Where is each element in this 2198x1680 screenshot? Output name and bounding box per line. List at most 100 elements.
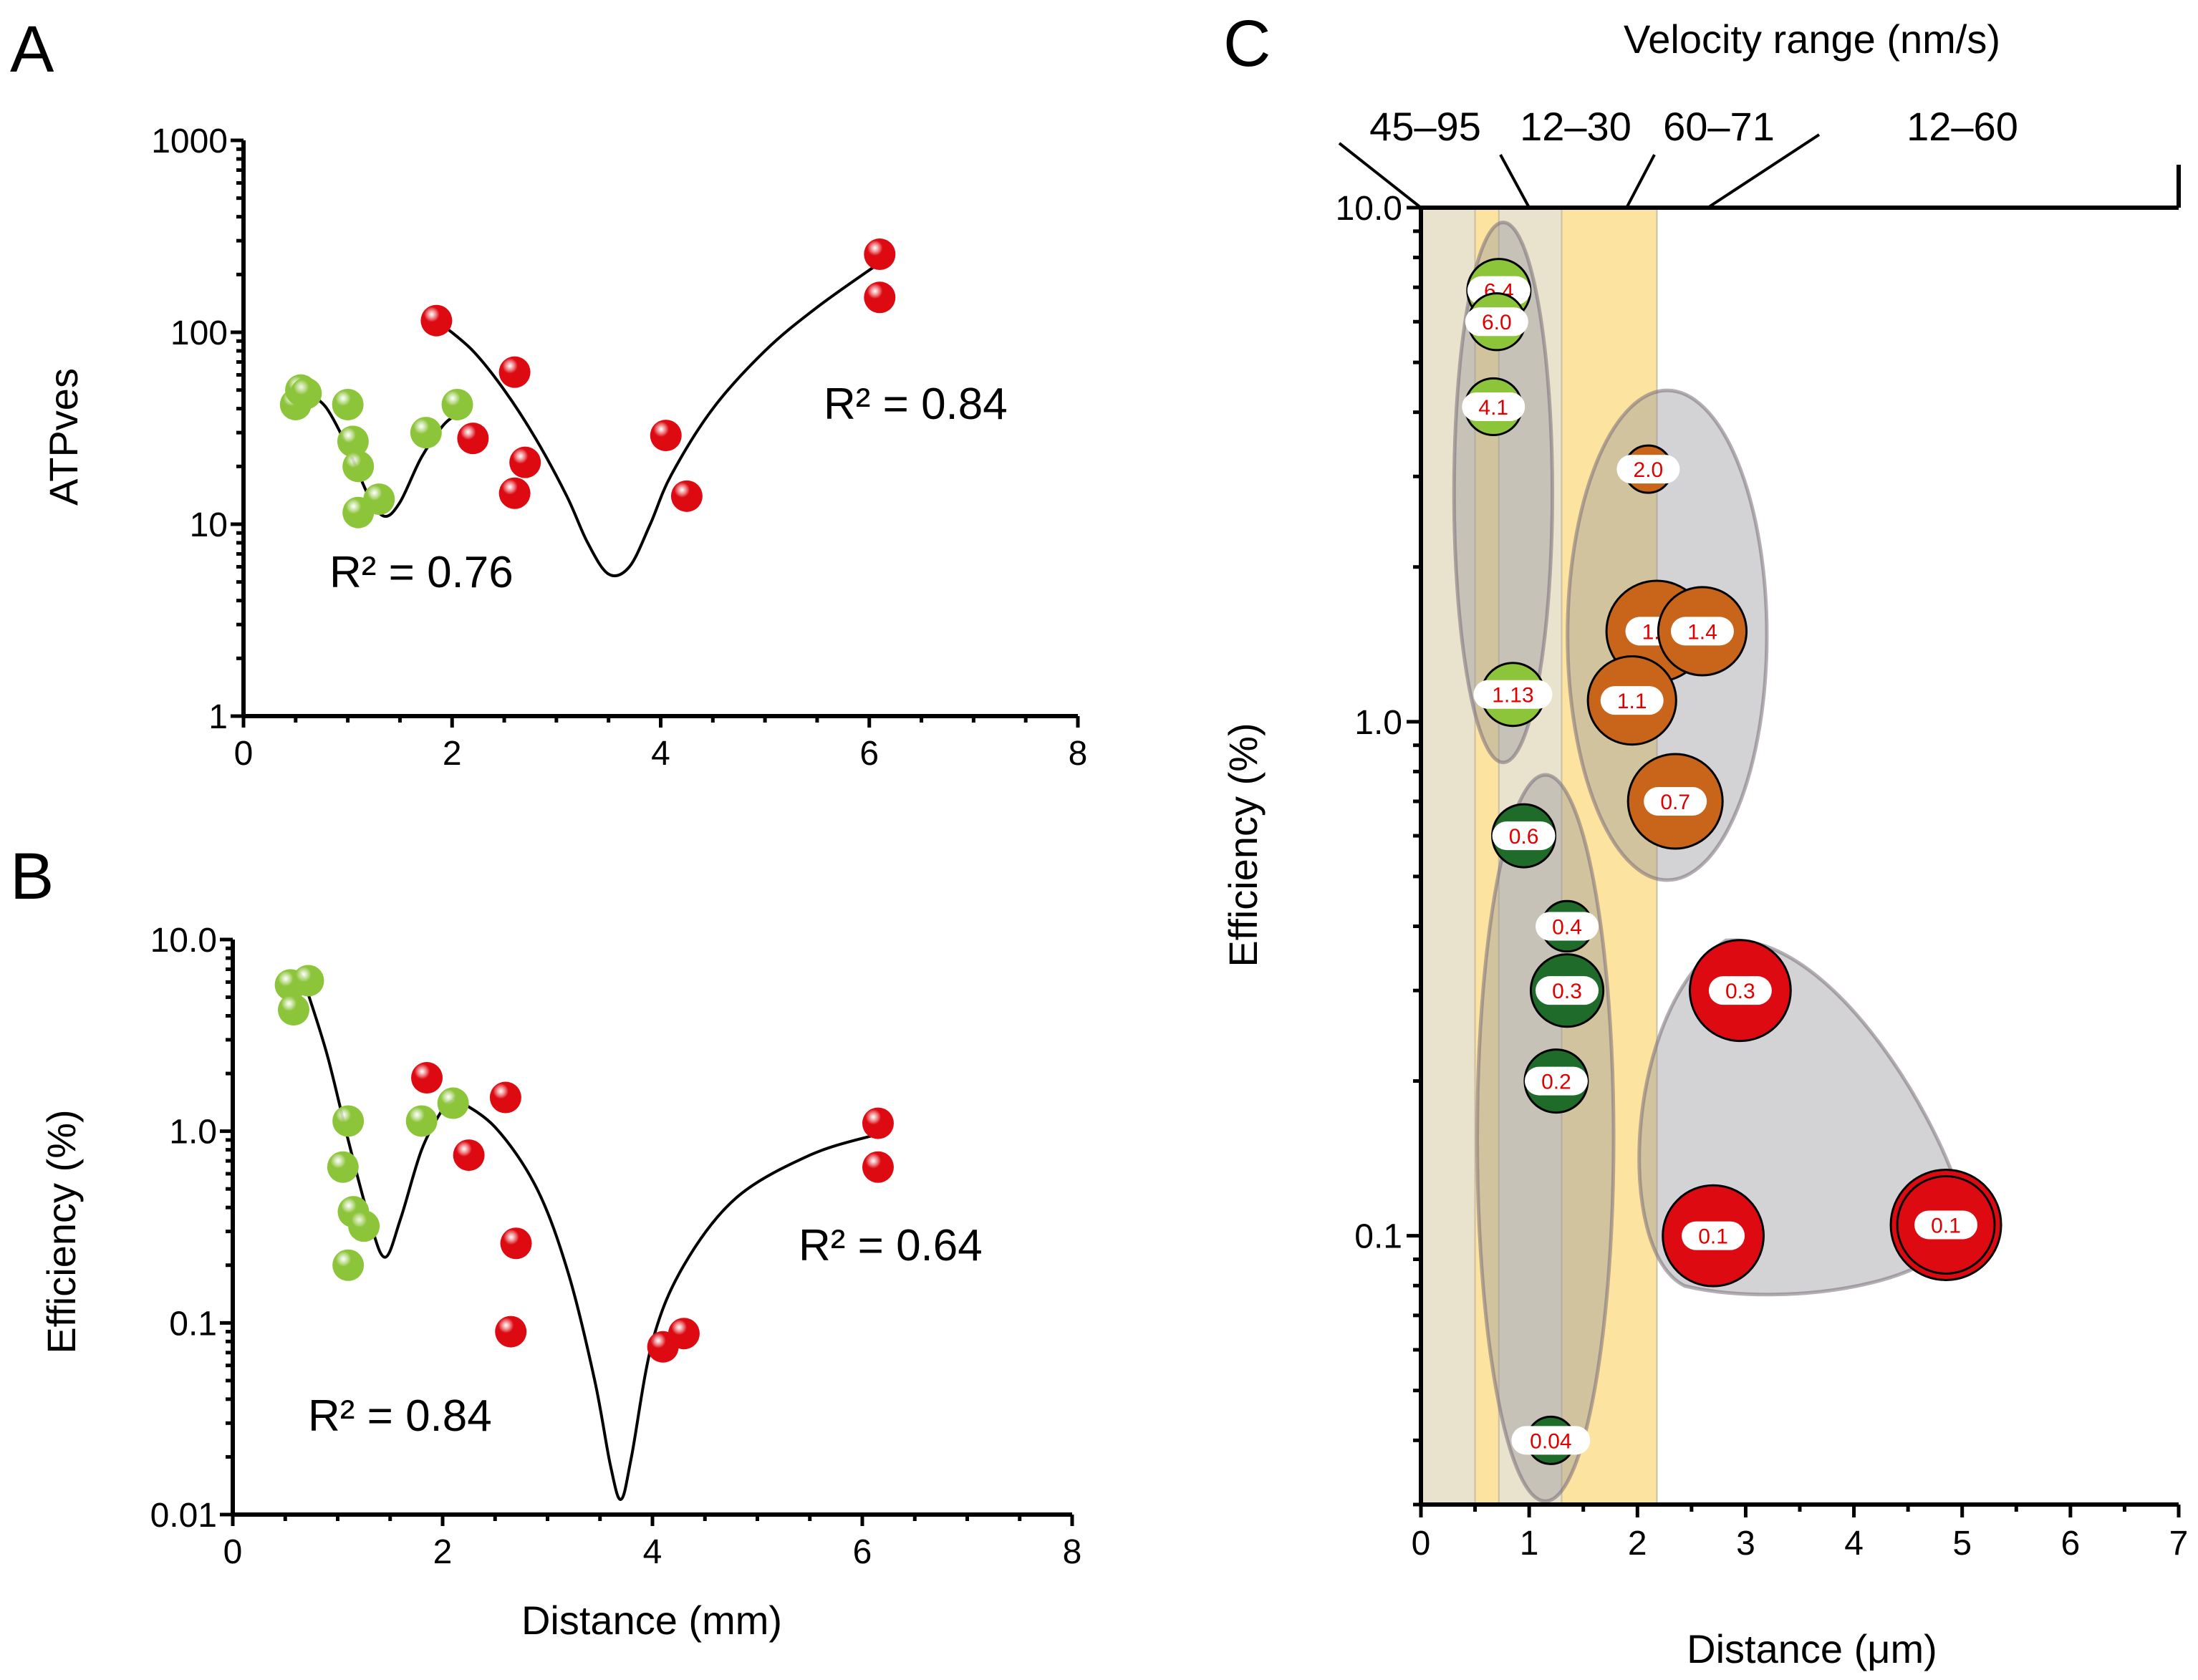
panel-b-point-red [453,1139,485,1172]
panel-c-chart: 0 1 2 3 4 5 6 70.11.010.0 6.46.04.11.130.60.40.… [1220,16,2188,1671]
panel-b-point-red [495,1315,527,1348]
panel-b-point-green [332,1249,365,1281]
panel-b-point-green [332,1105,365,1137]
velocity-range-leader [1499,154,1531,208]
bubble-dark-green: 0.2 [1523,1048,1589,1114]
velocity-range-leader [1338,142,1422,209]
bubble-label-pill [1462,392,1525,421]
panel-a-x-tick-label: 0 [234,735,254,773]
panel-a-x-tick-label: 8 [1069,735,1088,773]
panel-b-point-red [862,1151,894,1183]
panel-a-x-tick-label: 2 [443,735,462,773]
panel-b-point-red [862,1107,894,1139]
bubble-label-pill [1682,1221,1745,1250]
bubble-label: 2.0 [1634,458,1664,482]
bubble-dark-green: 0.6 [1491,803,1557,869]
bubble-label: 0.04 [1530,1429,1571,1453]
bubble-label-pill [1536,976,1599,1005]
panel-a-y-tick-label: 1 [208,698,228,736]
bubble-label: 0.3 [1725,980,1755,1003]
panel-letter-a: A [10,13,54,86]
velocity-range-label: 12–60 [1907,104,2018,149]
bubble-label: 0.7 [1660,791,1690,814]
panel-b-y-tick-label: 0.1 [169,1305,217,1343]
panel-a-point-green [342,450,375,483]
panel-b-x-axis-label: Distance (mm) [521,1598,782,1643]
panel-a-r2-green: R² = 0.76 [329,548,514,597]
panel-b-x-tick-label: 0 [223,1533,243,1571]
bubble-label: 0.4 [1552,915,1582,939]
bubble-dark-green: 0.4 [1536,899,1599,953]
bubble-label: 1.1 [1617,690,1647,713]
panel-b-point-green [348,1210,380,1242]
velocity-range-label: 60–71 [1663,104,1775,149]
panel-a-point-red [670,480,703,512]
panel-b-fit-curve-red [452,1096,874,1501]
bubble-label: 0.1 [1698,1225,1728,1249]
panel-b-point-green [405,1105,438,1137]
bubble-label-pill [1616,455,1680,484]
panel-a-point-red [509,446,541,478]
bubble-label-pill [1524,1066,1588,1096]
panel-a-point-red [420,304,453,337]
bubble-red: 0.3 [1688,939,1792,1043]
panel-a-point-red [498,477,531,509]
panel-b-y-tick-label: 0.01 [150,1497,217,1535]
panel-letter-c: C [1223,7,1271,80]
panel-a-point-red [864,238,896,271]
panel-b-chart: 0 2 4 6 8 0.01 0.1 1.0 10.0 Efficiency (%) Dista… [39,922,1081,1643]
bubble-label-pill [1511,1426,1591,1455]
panel-a-fit-curve-red [440,261,881,577]
panel-a-point-red [864,281,896,314]
panel-c-x-tick-label: 1 [1520,1525,1539,1563]
panel-a-point-green [410,417,442,449]
bubble-label: 1.13 [1492,684,1533,708]
panel-a-point-green [337,425,369,458]
bubble-red: 0.1 [1889,1168,2002,1281]
panel-b-r2-green: R² = 0.84 [308,1391,492,1441]
panel-a-chart: 0 2 4 6 8 1 10 100 1000 ATPves R² = 0.76 R² = 0.… [41,122,1087,773]
bubble-light-green: 1.13 [1473,662,1553,728]
bubble-light-green: 6.0 [1465,292,1528,352]
panel-b-point-green [292,965,324,997]
bubble-label-pill [1492,821,1556,851]
panel-b-y-tick-label: 10.0 [150,922,217,960]
panel-b-point-green [277,994,309,1026]
panel-c-x-tick-label: 3 [1736,1525,1755,1563]
panel-a-point-red [498,356,531,388]
bubble-orange: 0.7 [1626,753,1724,850]
panel-a-y-tick-label: 10 [190,506,228,544]
panel-a-r2-red: R² = 0.84 [824,380,1008,429]
panel-a-point-red [650,420,682,452]
panel-letter-b: B [10,840,54,913]
panel-a-point-red [457,423,489,455]
panel-a-point-green [332,388,364,420]
panel-b-point-green [437,1087,469,1119]
bubble-label: 0.3 [1552,980,1582,1003]
bubble-label: 0.2 [1541,1071,1571,1094]
panel-c-x-tick-label: 0 [1412,1525,1431,1563]
panel-a-x-tick-label: 6 [859,735,879,773]
bubble-label-pill [1914,1210,1978,1240]
panel-b-point-green [327,1151,359,1183]
panel-c-x-tick-label: 7 [2169,1525,2189,1563]
bubble-label-pill [1670,617,1734,646]
bubble-label: 0.1 [1931,1214,1961,1237]
bubble-label: 6.0 [1482,311,1512,334]
panel-a-point-green [290,377,322,410]
bubble-label-pill [1708,976,1772,1005]
bubble-light-green: 4.1 [1462,377,1525,437]
panel-c-x-tick-label: 2 [1628,1525,1647,1563]
panel-c-top-axis-title: Velocity range (nm/s) [1624,16,2000,62]
bubble-label-pill [1600,686,1664,715]
panel-b-y-axis-label: Efficiency (%) [39,1109,84,1353]
panel-c-y-axis-label: Efficiency (%) [1220,723,1266,967]
bubble-orange: 1.4 [1657,586,1748,677]
bubble-label-pill [1536,912,1599,941]
panel-b-r2-red: R² = 0.64 [799,1221,983,1270]
bubble-dark-green: 0.3 [1529,953,1605,1028]
bubble-label: 4.1 [1478,396,1508,420]
panel-b-point-red [500,1227,532,1260]
panel-b-x-tick-label: 2 [433,1533,453,1571]
